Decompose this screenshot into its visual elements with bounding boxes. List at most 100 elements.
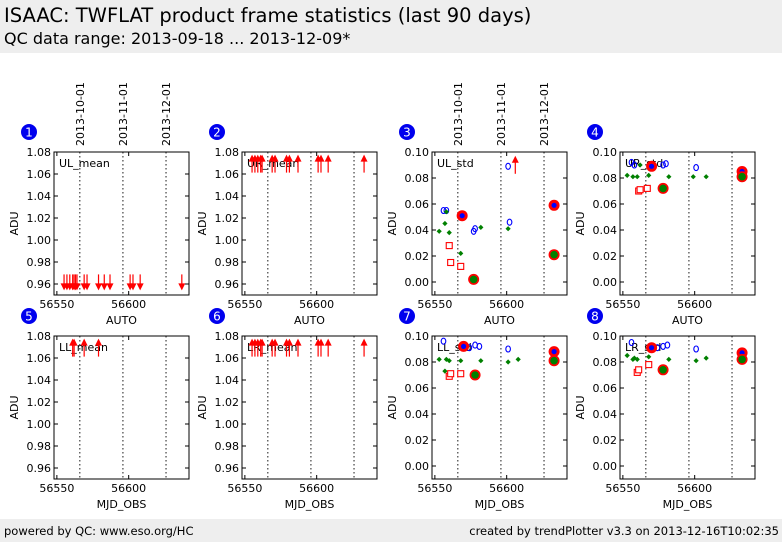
panel-number-badge <box>21 308 37 324</box>
data-point <box>703 355 709 361</box>
data-point <box>285 154 293 162</box>
data-point <box>440 337 447 345</box>
x-axis-label: MJD_OBS <box>663 498 713 511</box>
y-tick-label: 0.08 <box>405 356 430 369</box>
data-point <box>324 154 332 162</box>
y-tick-label: 1.02 <box>27 396 52 409</box>
data-point <box>659 184 667 193</box>
panel-1: 0.96 0.98 1.00 1.02 1.04 1.06 1.08 56550 56600 AU… <box>8 82 190 327</box>
data-point <box>445 242 453 250</box>
y-tick-label: 1.06 <box>27 168 52 181</box>
x-tick-label: 56550 <box>39 482 74 495</box>
data-point <box>646 172 652 178</box>
y-tick-label: 1.04 <box>27 374 52 387</box>
panel-number-badge <box>399 308 415 324</box>
y-tick-label: 0.06 <box>405 382 430 395</box>
data-point <box>551 349 557 355</box>
panel-3: 0.00 0.02 0.04 0.06 0.08 0.10 56550 56600 AUTO AD… <box>386 82 568 327</box>
data-point <box>100 283 108 291</box>
y-tick-label: 0.04 <box>593 408 618 421</box>
data-point <box>436 228 442 234</box>
x-tick-label: 56600 <box>299 482 334 495</box>
y-axis-label: ADU <box>8 211 21 235</box>
y-tick-label: 1.08 <box>215 330 240 343</box>
data-point <box>294 338 302 346</box>
data-point <box>447 258 455 267</box>
footer-powered-by: powered by QC: www.eso.org/HC <box>4 524 194 538</box>
data-point <box>550 356 558 365</box>
data-point <box>324 338 332 346</box>
panel-6: 0.96 0.98 1.00 1.02 1.04 1.06 1.08 56550 56600 MJ… <box>196 308 378 511</box>
data-point <box>693 358 699 364</box>
y-tick-label: 1.08 <box>27 146 52 159</box>
y-tick-label: 0.08 <box>405 172 430 185</box>
y-tick-label: 1.00 <box>27 234 52 247</box>
data-point <box>478 224 484 230</box>
data-point <box>637 162 643 168</box>
y-tick-label: 1.08 <box>27 330 52 343</box>
panel-5: 0.96 0.98 1.00 1.02 1.04 1.06 1.08 56550 56600 MJ… <box>8 308 190 511</box>
y-tick-label: 0.96 <box>27 278 52 291</box>
data-point <box>106 283 114 291</box>
data-point <box>648 345 655 351</box>
data-point <box>648 163 655 169</box>
data-point <box>442 368 448 374</box>
data-point <box>551 202 557 208</box>
data-point <box>458 358 464 364</box>
y-tick-label: 0.10 <box>593 330 618 343</box>
data-point <box>136 283 144 291</box>
x-tick-label: 56550 <box>605 298 640 311</box>
y-tick-label: 1.04 <box>215 374 240 387</box>
x-axis-label: AUTO <box>294 314 325 327</box>
date-tick-label: 2013-10-01 <box>74 82 87 146</box>
data-point <box>457 262 465 270</box>
x-tick-label: 56550 <box>417 482 452 495</box>
data-point <box>690 174 696 180</box>
plot-frame <box>241 151 378 296</box>
panel-number: 4 <box>591 126 599 140</box>
data-point <box>73 283 81 291</box>
data-point <box>472 225 478 233</box>
data-point <box>550 250 558 259</box>
panel-number: 1 <box>25 126 33 140</box>
panel-number: 2 <box>213 126 221 140</box>
data-point <box>628 338 635 347</box>
data-point <box>738 355 746 364</box>
y-axis-label: ADU <box>196 395 209 419</box>
y-axis-label: ADU <box>386 395 399 419</box>
data-point <box>317 154 325 162</box>
data-point <box>635 366 643 374</box>
y-tick-label: 0.10 <box>405 146 430 159</box>
data-point <box>643 184 651 192</box>
page-subtitle: QC data range: 2013-09-18 ... 2013-12-09… <box>4 29 351 48</box>
x-axis-label: MJD_OBS <box>97 498 147 511</box>
y-tick-label: 0.98 <box>215 440 240 453</box>
data-point <box>631 355 637 361</box>
y-tick-label: 0.04 <box>405 224 430 237</box>
x-tick-label: 56550 <box>605 482 640 495</box>
y-tick-label: 0.06 <box>405 198 430 211</box>
date-tick-label: 2013-11-01 <box>495 82 508 146</box>
data-point <box>634 356 640 362</box>
y-tick-label: 0.00 <box>405 460 430 473</box>
data-point <box>630 174 636 180</box>
y-tick-label: 0.06 <box>593 382 618 395</box>
panel-number-badge <box>399 124 415 140</box>
y-tick-label: 0.02 <box>405 250 430 263</box>
data-point <box>505 359 511 365</box>
data-point <box>703 174 709 180</box>
panel-number-badge <box>209 308 225 324</box>
x-tick-label: 56600 <box>111 298 146 311</box>
y-tick-label: 1.06 <box>27 352 52 365</box>
date-tick-label: 2013-12-01 <box>160 82 173 146</box>
y-tick-label: 0.96 <box>215 462 240 475</box>
panel-8: 0.00 0.02 0.04 0.06 0.08 0.10 56550 56600 MJD_OB… <box>574 308 756 511</box>
y-tick-label: 1.04 <box>215 190 240 203</box>
data-point <box>95 338 103 346</box>
date-tick-label: 2013-11-01 <box>117 82 130 146</box>
y-tick-label: 1.02 <box>215 396 240 409</box>
y-tick-label: 1.04 <box>27 190 52 203</box>
data-point <box>505 345 511 353</box>
x-tick-label: 56600 <box>677 298 712 311</box>
data-point <box>664 341 671 349</box>
